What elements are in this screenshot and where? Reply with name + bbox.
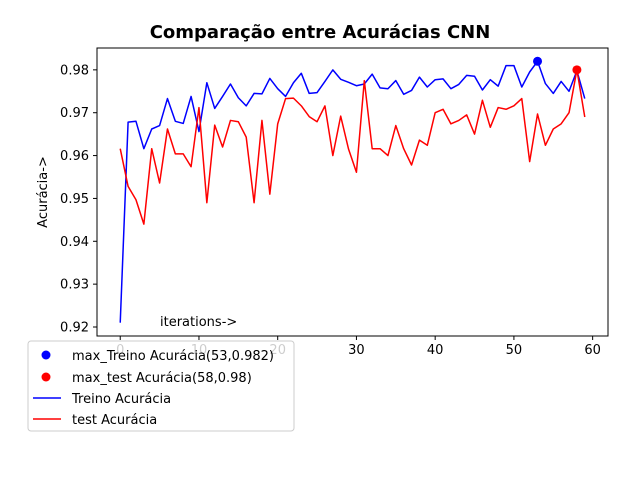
legend-label-max-test: max_test Acurácia(58,0.98) xyxy=(72,371,252,386)
iterations-annotation: iterations-> xyxy=(160,315,237,330)
x-tick-label: 60 xyxy=(584,343,601,358)
x-tick-label: 50 xyxy=(506,343,523,358)
y-tick-label: 0.92 xyxy=(60,321,89,336)
legend-box xyxy=(27,340,295,432)
x-tick-label: 40 xyxy=(427,343,444,358)
series-line-test xyxy=(119,69,586,225)
legend-marker-max-treino xyxy=(41,350,51,360)
legend-label-max-treino: max_Treino Acurácia(53,0.982) xyxy=(72,349,274,364)
legend: max_Treino Acurácia(53,0.982) max_test A… xyxy=(27,340,295,432)
legend-label-treino: Treino Acurácia xyxy=(71,392,171,407)
plot-area: 01020304050600.920.930.940.950.960.970.9… xyxy=(60,47,609,358)
chart-title: Comparação entre Acurácias CNN xyxy=(150,22,491,43)
legend-marker-max-test xyxy=(41,372,51,382)
y-tick-label: 0.97 xyxy=(60,106,89,121)
y-tick-label: 0.94 xyxy=(60,235,89,250)
y-tick-label: 0.98 xyxy=(60,63,89,78)
max-treino-point xyxy=(533,56,543,66)
y-axis-label: Acurácia-> xyxy=(36,156,51,228)
series-line-treino xyxy=(119,60,586,323)
y-tick-label: 0.96 xyxy=(60,149,89,164)
max-test-point xyxy=(572,65,582,75)
y-tick-label: 0.93 xyxy=(60,278,89,293)
axes-frame xyxy=(96,47,609,337)
legend-label-test: test Acurácia xyxy=(72,413,157,428)
x-tick-label: 30 xyxy=(348,343,365,358)
y-tick-label: 0.95 xyxy=(60,192,89,207)
